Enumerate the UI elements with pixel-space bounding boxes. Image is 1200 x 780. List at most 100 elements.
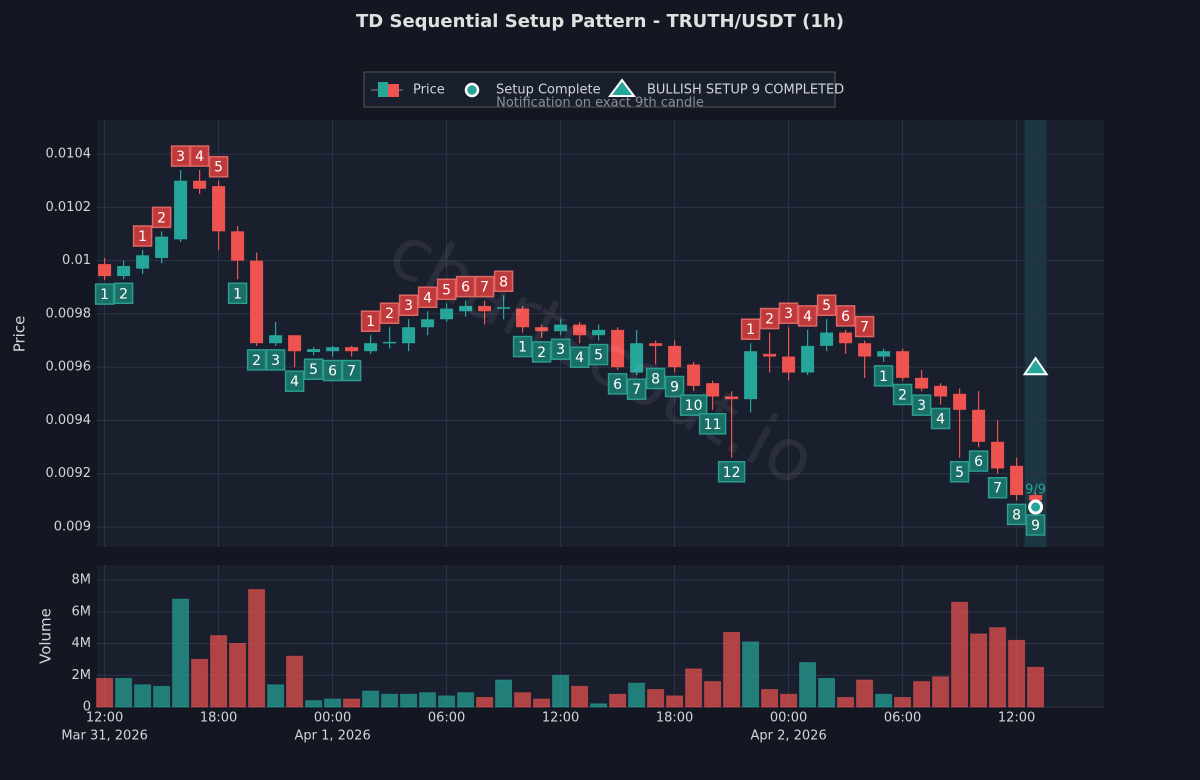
td-label-box bbox=[132, 225, 153, 247]
x-tick-label: 12:00 bbox=[86, 711, 123, 726]
plot: 0.009 0.0092 0.0094 0.0096 0.0098 0.01 0.0102 0… bbox=[46, 120, 1104, 715]
volume-bar bbox=[590, 703, 608, 708]
volume-bar bbox=[742, 641, 760, 708]
volume-bar bbox=[913, 681, 931, 708]
td-label-box bbox=[284, 370, 305, 392]
volume-bar bbox=[210, 635, 228, 708]
td-label-box bbox=[698, 413, 727, 435]
td-label: 1 bbox=[746, 322, 755, 338]
volume-bar bbox=[324, 698, 342, 708]
y-tick-label: 0.0092 bbox=[46, 466, 92, 481]
td-label: 1 bbox=[879, 369, 888, 385]
volume-bar bbox=[514, 692, 532, 708]
td-label: 9 bbox=[670, 380, 679, 396]
chart-title: TD Sequential Setup Pattern - TRUTH/USDT… bbox=[356, 11, 844, 32]
legend-label: Price bbox=[413, 83, 445, 98]
td-label: 3 bbox=[271, 353, 280, 369]
volume-bar bbox=[267, 684, 285, 708]
td-label: 10 bbox=[685, 398, 703, 414]
candle-body bbox=[554, 324, 568, 332]
candle-body bbox=[782, 356, 796, 373]
td-label: 8 bbox=[1012, 507, 1021, 523]
candle-body bbox=[478, 305, 492, 312]
volume-bar bbox=[761, 689, 779, 708]
candle-body bbox=[535, 327, 549, 332]
td-label: 5 bbox=[442, 282, 451, 298]
td-label-box bbox=[854, 315, 875, 338]
x-tick-label: 18:00 bbox=[656, 711, 693, 726]
y-axis-label: Volume bbox=[37, 608, 55, 664]
candle-body bbox=[915, 377, 929, 389]
legend: Price Setup Complete BULLISH SETUP 9 COM… bbox=[363, 71, 844, 111]
td-label: 7 bbox=[632, 382, 641, 398]
y-tick-label: 0.0102 bbox=[46, 200, 92, 215]
volume-bar bbox=[381, 693, 399, 708]
td-label-box bbox=[1025, 514, 1046, 536]
td-label-box bbox=[835, 305, 856, 327]
volume-bar bbox=[628, 682, 646, 708]
td-label: 1 bbox=[366, 314, 375, 330]
td-label-box bbox=[379, 302, 400, 324]
candle-body bbox=[421, 319, 435, 328]
y-tick-label: 0.0104 bbox=[46, 147, 92, 162]
volume-bar bbox=[856, 679, 874, 708]
candle-body bbox=[98, 264, 112, 277]
candle-body bbox=[136, 255, 150, 269]
volume-bar bbox=[153, 685, 171, 708]
td-label: 2 bbox=[898, 388, 907, 404]
td-label: 4 bbox=[423, 290, 432, 306]
td-label: 4 bbox=[195, 149, 204, 165]
td-label-box bbox=[949, 461, 970, 483]
volume-bar bbox=[685, 668, 703, 708]
y-tick-label: 0.0094 bbox=[46, 413, 92, 428]
x-tick-sublabel: Mar 31, 2026 bbox=[61, 729, 148, 744]
candle-body bbox=[1029, 495, 1043, 501]
candle-body bbox=[193, 180, 207, 189]
td-label: 4 bbox=[936, 411, 945, 427]
signal-marker bbox=[1022, 356, 1049, 376]
volume-bar bbox=[362, 690, 380, 708]
td-label: 2 bbox=[765, 312, 774, 328]
td-label: 2 bbox=[119, 286, 128, 302]
y-tick-label: 2M bbox=[72, 668, 92, 683]
candle-body bbox=[991, 441, 1005, 469]
td-label-box bbox=[588, 343, 609, 366]
volume-bar bbox=[666, 695, 684, 708]
candle-body bbox=[934, 385, 948, 397]
candle-body bbox=[668, 345, 682, 368]
volume-bar bbox=[932, 676, 950, 708]
volume-bar bbox=[571, 685, 589, 708]
volume-bar bbox=[1008, 639, 1026, 708]
candle-body bbox=[649, 343, 663, 346]
candle-body bbox=[497, 307, 511, 309]
td-label-box bbox=[94, 283, 115, 305]
candle-body bbox=[117, 265, 131, 277]
td-label: 8 bbox=[499, 274, 508, 290]
legend-icon bbox=[388, 84, 399, 97]
td-label-box bbox=[797, 305, 818, 327]
volume-bar bbox=[818, 677, 836, 708]
x-tick-label: 06:00 bbox=[428, 711, 465, 726]
y-tick-label: 0 bbox=[83, 700, 91, 715]
td-label: 3 bbox=[404, 298, 413, 314]
td-label-box bbox=[170, 145, 191, 167]
candle-body bbox=[839, 332, 853, 344]
td-label-box bbox=[740, 318, 761, 340]
x-tick-label: 00:00 bbox=[770, 711, 807, 726]
td-label: 7 bbox=[347, 364, 356, 380]
volume-bar bbox=[115, 677, 133, 708]
candle-body bbox=[307, 349, 321, 353]
td-label-box bbox=[1006, 503, 1027, 526]
x-tick-sublabel: Apr 2, 2026 bbox=[750, 729, 826, 744]
candle-body bbox=[155, 236, 169, 258]
td-label-box bbox=[717, 461, 746, 483]
volume-bar bbox=[495, 679, 513, 708]
candle-body bbox=[858, 343, 872, 357]
setup-complete-label: 9/9 bbox=[1025, 483, 1046, 498]
volume-bar bbox=[780, 693, 798, 708]
candle-body bbox=[250, 260, 264, 344]
td-label: 2 bbox=[385, 306, 394, 322]
td-label: 3 bbox=[917, 398, 926, 414]
td-label: 6 bbox=[461, 280, 470, 296]
td-label: 3 bbox=[176, 149, 185, 165]
